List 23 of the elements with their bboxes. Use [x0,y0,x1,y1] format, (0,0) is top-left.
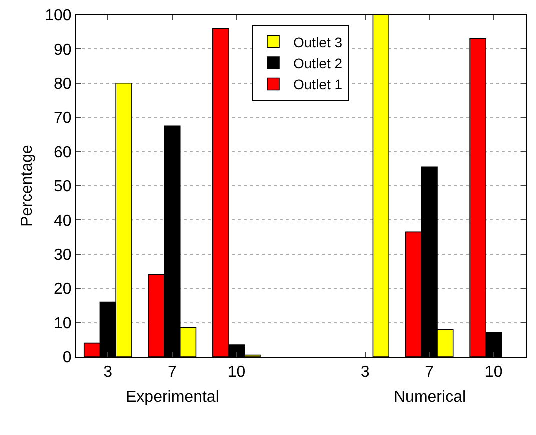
x-tick-label: 3 [360,364,370,382]
text: Experimental [126,389,220,406]
y-tick-label: 60 [54,144,72,162]
text: Numerical [394,389,466,406]
y-tick-label: 90 [54,42,72,59]
x-tick-label: 7 [168,364,177,382]
x-tick-label: 10 [228,364,246,382]
x-tick-label: 10 [484,364,503,382]
y-tick-label: 0 [62,350,72,367]
y-axis-title: Percentage [18,144,36,227]
y-tick-label: 50 [54,178,72,196]
y-tick-label: 100 [45,8,72,25]
y-tick-label: 80 [54,76,72,93]
x-tick-label: 7 [425,364,434,382]
y-tick-label: 40 [54,212,72,230]
y-tick-label: 30 [54,247,72,264]
legend-label: Outlet 1 [294,76,343,93]
y-tick-label: 10 [54,315,72,332]
legend-label: Outlet 3 [294,34,343,50]
y-tick-label: 20 [54,281,72,298]
x-tick-label: 3 [104,364,113,382]
legend-label: Outlet 2 [294,56,343,72]
y-tick-label: 70 [54,110,72,128]
